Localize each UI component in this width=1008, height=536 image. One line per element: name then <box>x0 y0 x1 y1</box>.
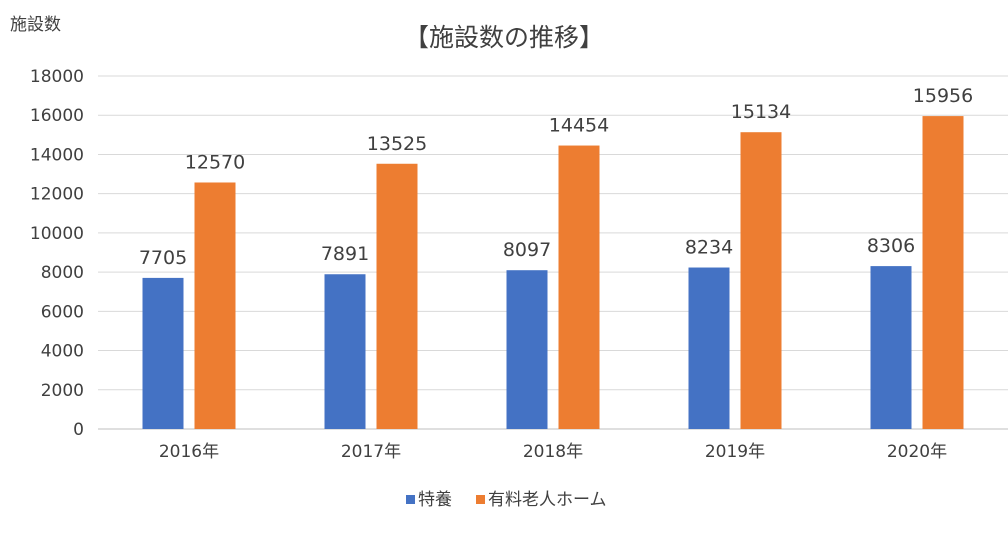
data-label: 7705 <box>139 247 187 269</box>
legend: 特養 有料老人ホーム <box>406 490 607 510</box>
data-label: 13525 <box>367 133 427 155</box>
y-tick-label: 4000 <box>41 342 84 362</box>
bar-yuryo-3 <box>740 132 782 429</box>
gridlines <box>98 75 1008 430</box>
y-tick-label: 10000 <box>30 224 84 244</box>
x-tick-label: 2017年 <box>341 442 401 462</box>
y-tick-label: 6000 <box>41 302 84 322</box>
y-axis-ticks: 0 2000 4000 6000 8000 10000 12000 14000 16000 180… <box>30 67 84 440</box>
y-tick-label: 16000 <box>30 106 84 126</box>
legend-swatch <box>406 495 415 504</box>
data-label: 8306 <box>867 235 915 257</box>
x-tick-label: 2019年 <box>705 442 765 462</box>
legend-swatch <box>476 495 485 504</box>
bar-yuryo-2 <box>558 145 600 429</box>
legend-label: 有料老人ホーム <box>488 490 607 510</box>
data-label: 12570 <box>185 151 245 173</box>
data-label: 14454 <box>549 115 609 137</box>
bars <box>142 116 964 430</box>
bar-tokuyo-0 <box>142 277 184 429</box>
y-tick-label: 12000 <box>30 185 84 205</box>
y-tick-label: 8000 <box>41 263 84 283</box>
data-label: 7891 <box>321 243 369 265</box>
legend-label: 特養 <box>418 490 452 510</box>
bar-yuryo-4 <box>922 116 964 429</box>
data-label: 8097 <box>503 239 551 261</box>
y-tick-label: 14000 <box>30 145 84 165</box>
bar-yuryo-1 <box>376 163 418 430</box>
x-tick-label: 2020年 <box>887 442 947 462</box>
data-labels: 7705 12570 7891 13525 8097 14454 8234 15134 8306… <box>139 85 973 269</box>
bar-tokuyo-1 <box>324 274 366 429</box>
bar-tokuyo-4 <box>870 266 912 429</box>
x-tick-label: 2018年 <box>523 442 583 462</box>
bar-yuryo-0 <box>194 182 236 429</box>
chart-title: 【施設数の推移】 <box>404 23 604 52</box>
y-tick-label: 18000 <box>30 67 84 87</box>
data-label: 8234 <box>685 237 733 259</box>
x-tick-label: 2016年 <box>159 442 219 462</box>
bar-tokuyo-3 <box>688 267 730 429</box>
y-axis-label: 施設数 <box>10 15 61 35</box>
bar-tokuyo-2 <box>506 270 548 429</box>
x-axis-ticks: 2016年 2017年 2018年 2019年 2020年 <box>159 442 947 462</box>
y-tick-label: 0 <box>73 420 84 440</box>
data-label: 15134 <box>731 101 791 123</box>
data-label: 15956 <box>913 85 973 107</box>
y-tick-label: 2000 <box>41 381 84 401</box>
